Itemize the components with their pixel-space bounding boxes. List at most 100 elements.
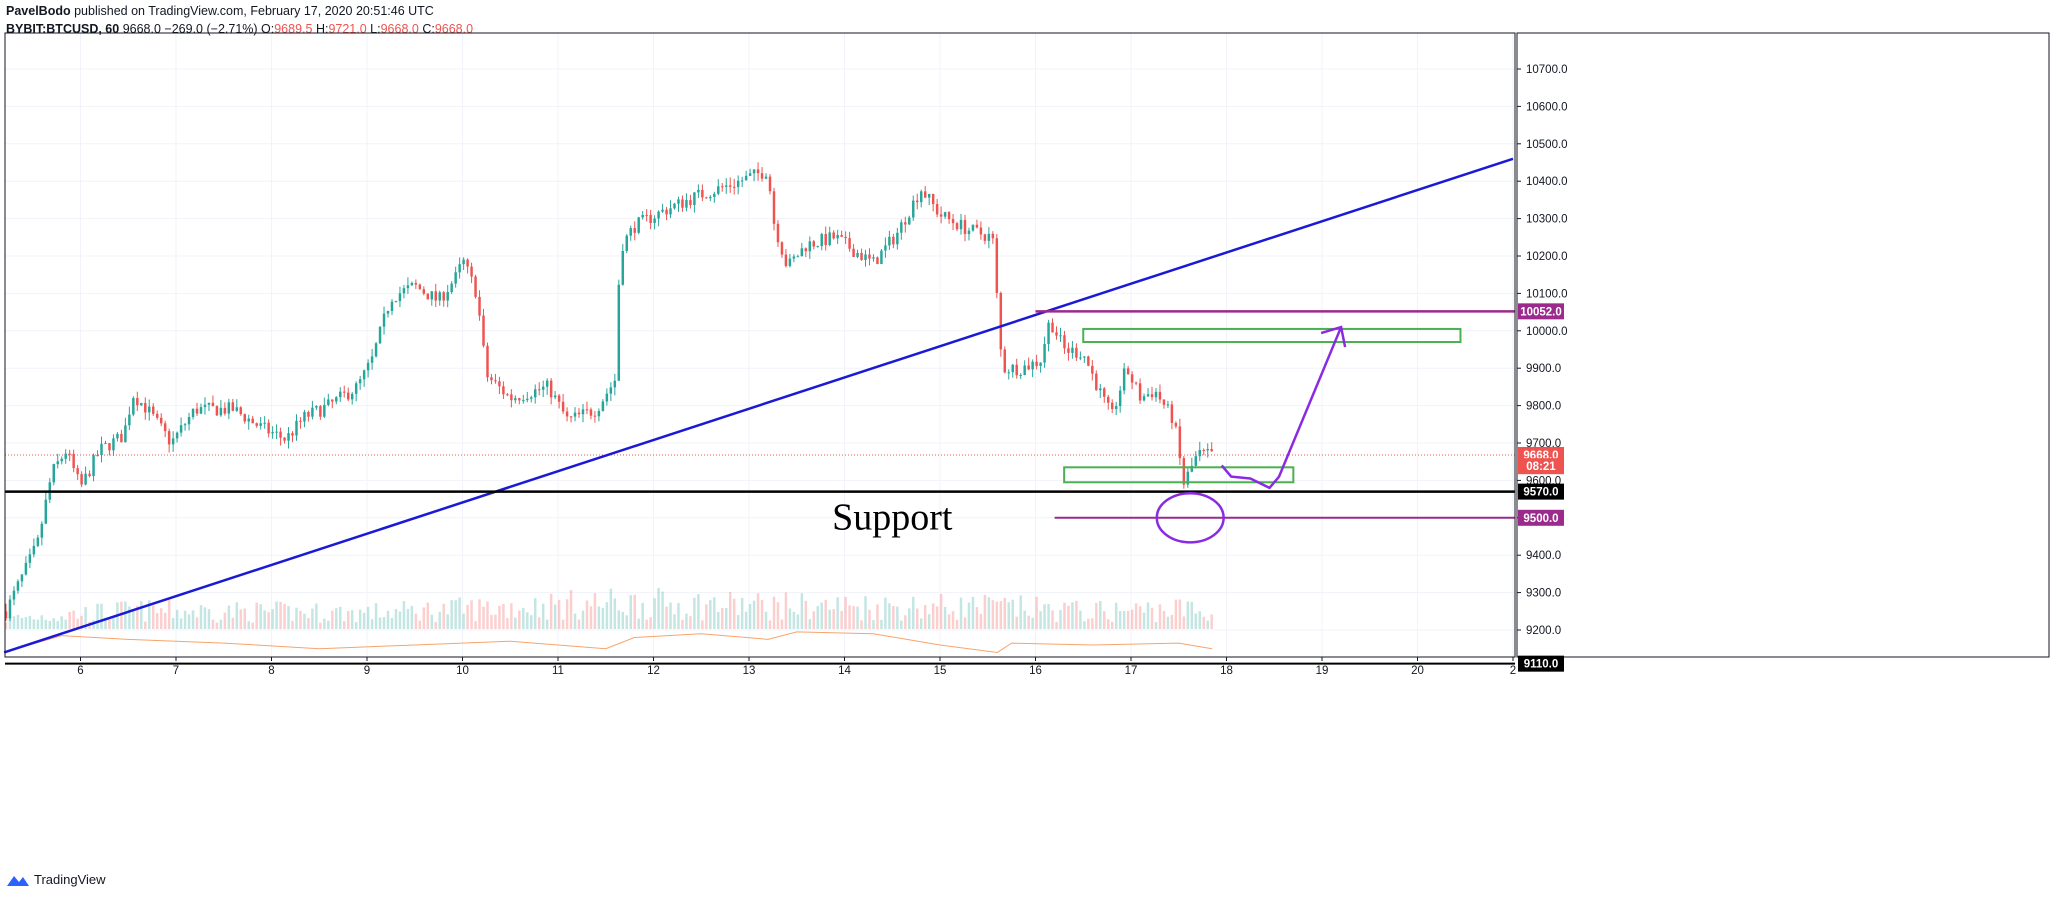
candle-body xyxy=(1039,362,1042,366)
candle-body xyxy=(510,394,513,401)
volume-bar xyxy=(1091,618,1094,629)
time-tick-label: 10 xyxy=(456,665,469,677)
candle-body xyxy=(108,443,111,451)
volume-bar xyxy=(1134,603,1138,629)
volume-bar xyxy=(64,619,67,629)
candle-body xyxy=(673,203,676,209)
candle-body xyxy=(195,408,199,414)
volume-bar xyxy=(1015,616,1018,629)
volume-bar xyxy=(36,619,40,629)
candle-body xyxy=(1154,391,1158,398)
volume-bar xyxy=(589,606,593,629)
brand-name[interactable]: TradingView xyxy=(34,872,106,887)
volume-bar xyxy=(498,605,501,629)
volume-bar xyxy=(1114,602,1118,629)
candle-body xyxy=(299,420,302,422)
volume-bar xyxy=(585,600,589,629)
candle-body xyxy=(414,282,418,285)
volume-bar xyxy=(1210,614,1213,629)
volume-bar xyxy=(1019,595,1022,629)
volume-bar xyxy=(195,617,199,629)
volume-bar xyxy=(1110,621,1114,629)
candle-body xyxy=(362,370,366,380)
candle-body xyxy=(1103,388,1106,397)
candle-body xyxy=(339,391,342,398)
volume-bar xyxy=(1087,618,1090,629)
volume-bar xyxy=(259,604,262,629)
volume-bar xyxy=(370,619,374,629)
volume-bar xyxy=(382,617,386,629)
volume-bar xyxy=(1063,602,1066,629)
candle-body xyxy=(1206,448,1209,451)
candle-body xyxy=(876,257,879,265)
volume-bar xyxy=(697,594,700,629)
volume-bar xyxy=(231,617,235,629)
candle-body xyxy=(271,432,274,434)
candle-body xyxy=(32,545,36,555)
volume-bar xyxy=(434,622,437,629)
candle-body xyxy=(975,224,979,228)
candle-body xyxy=(100,443,103,456)
volume-bar xyxy=(1118,611,1122,629)
volume-bar xyxy=(358,609,362,629)
volume-bar xyxy=(983,594,987,629)
tradingview-logo-icon[interactable] xyxy=(6,873,30,887)
candle-body xyxy=(60,458,63,462)
candle-body xyxy=(577,412,581,415)
candle-body xyxy=(350,393,354,400)
candle-body xyxy=(740,180,744,182)
candle-body xyxy=(553,395,557,398)
candle-body xyxy=(816,246,819,248)
volume-bar xyxy=(577,619,581,629)
volume-bar xyxy=(649,617,652,629)
candle-body xyxy=(498,381,501,387)
candle-body xyxy=(931,193,935,205)
candle-body xyxy=(641,214,644,218)
candle-body xyxy=(167,431,171,445)
volume-bar xyxy=(92,620,95,629)
volume-bar xyxy=(438,611,441,629)
candle-body xyxy=(12,590,16,600)
candle-body xyxy=(52,464,55,483)
volume-bar xyxy=(872,620,875,629)
volume-bar xyxy=(880,619,883,629)
volume-bar xyxy=(1178,599,1182,629)
volume-bar xyxy=(764,611,768,629)
candle-body xyxy=(1007,372,1010,374)
price-badge-label: 9500.0 xyxy=(1523,513,1558,525)
candle-body xyxy=(916,200,919,203)
candle-body xyxy=(788,258,792,267)
candle-body xyxy=(335,397,338,402)
volume-bar xyxy=(1023,610,1026,629)
candle-body xyxy=(689,200,692,206)
candle-body xyxy=(327,399,330,405)
volume-bar xyxy=(263,610,266,629)
volume-bar xyxy=(410,606,414,629)
volume-bar xyxy=(912,596,915,629)
volume-bar xyxy=(522,608,525,629)
volume-bar xyxy=(1079,610,1082,629)
volume-bar xyxy=(824,599,827,629)
price-badge-label: 08:21 xyxy=(1526,461,1556,473)
candle-body xyxy=(382,313,386,327)
candle-body xyxy=(1166,404,1170,406)
candle-body xyxy=(1051,322,1054,333)
candle-body xyxy=(541,386,545,390)
candle-body xyxy=(665,209,668,215)
price-badge xyxy=(1518,303,1564,320)
volume-bar xyxy=(56,621,59,629)
candle-body xyxy=(207,402,211,405)
candle-body xyxy=(864,254,867,260)
volume-bar xyxy=(462,613,465,629)
author-name[interactable]: PavelBodo xyxy=(6,4,71,18)
candle-body xyxy=(705,197,708,199)
volume-bar xyxy=(601,607,605,629)
volume-bar xyxy=(482,606,485,629)
candle-body xyxy=(482,315,485,346)
candle-body xyxy=(557,395,561,402)
volume-bar xyxy=(725,608,728,629)
price-tick-label: 10700.0 xyxy=(1526,64,1568,76)
candle-body xyxy=(446,292,449,301)
candle-body xyxy=(183,424,187,426)
